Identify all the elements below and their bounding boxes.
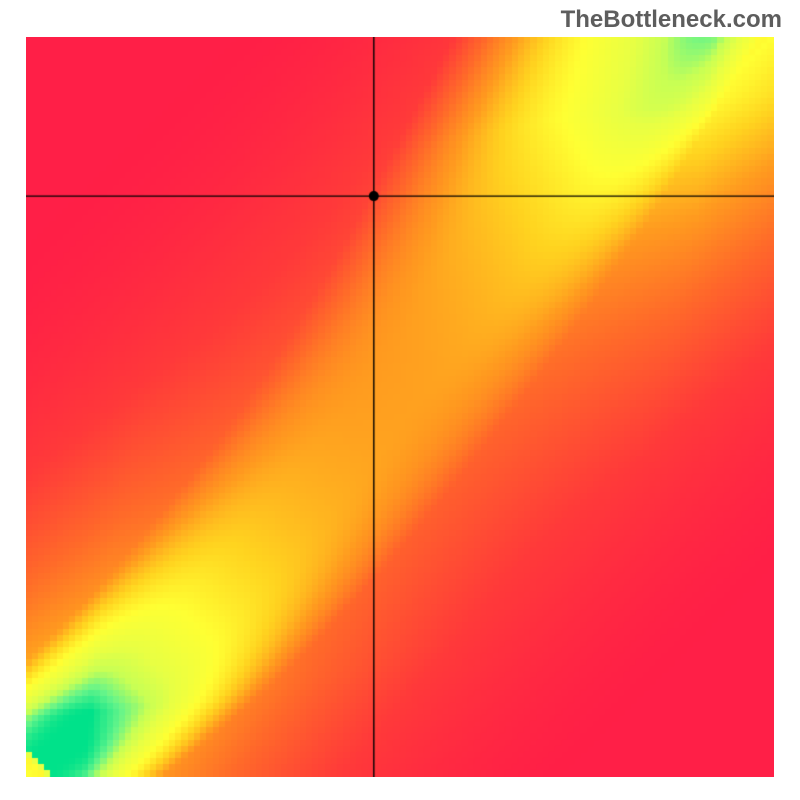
plot-area: [26, 37, 774, 777]
watermark-text: TheBottleneck.com: [561, 6, 782, 34]
bottleneck-heatmap-canvas: [26, 37, 774, 777]
root-container: TheBottleneck.com: [0, 0, 800, 800]
